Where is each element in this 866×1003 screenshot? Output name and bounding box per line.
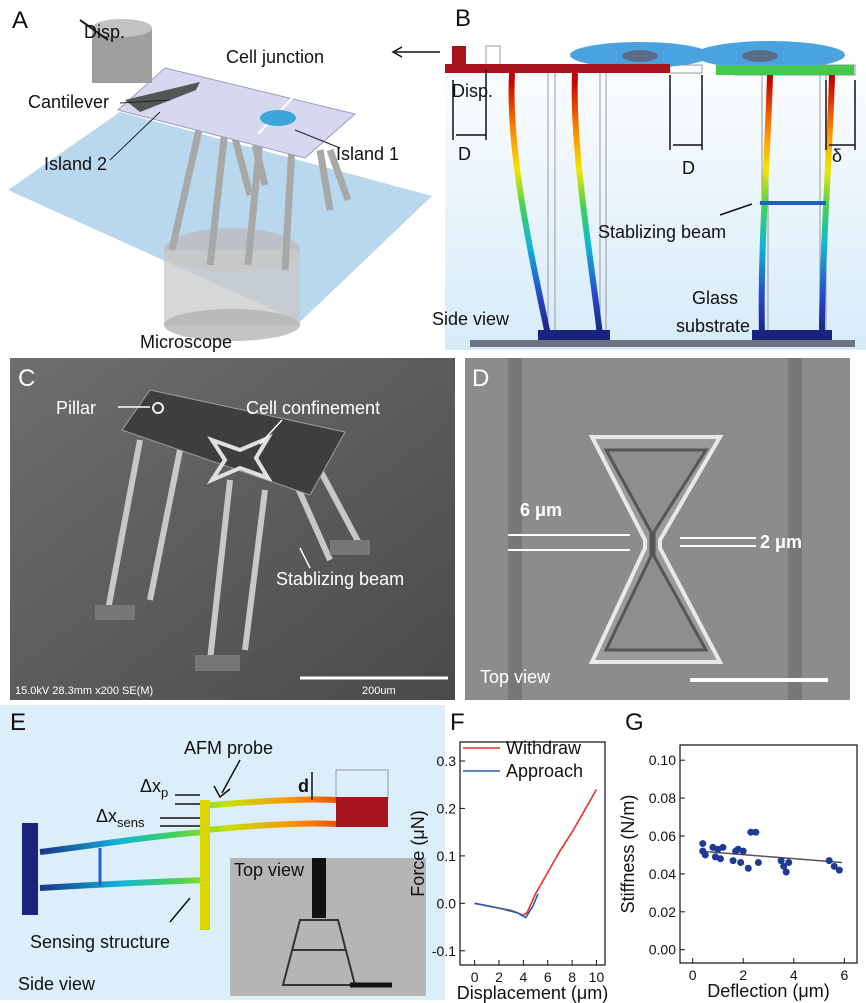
island-1-bar: [716, 65, 854, 75]
nucleus: [622, 50, 658, 62]
x-axis-label: Deflection (μm): [707, 981, 829, 1001]
x-tick-label: 0: [689, 967, 697, 983]
label: Cantilever: [28, 92, 109, 112]
foot: [752, 330, 832, 340]
y-axis-label: Stiffness (N/m): [618, 795, 638, 914]
label: substrate: [676, 316, 750, 336]
point: [740, 848, 747, 855]
label: Top view: [234, 860, 305, 880]
point: [836, 867, 843, 874]
label: D: [458, 144, 471, 164]
sensing-structure: [200, 800, 210, 930]
label-base: Δx: [140, 776, 161, 796]
label: Island 2: [44, 154, 107, 174]
panel-b: B Disp. D D δ Stablizing beam Side view …: [393, 5, 866, 350]
page: A Disp. Cell junction Cantilever Island …: [0, 0, 866, 1003]
y-tick-label: 0.00: [649, 942, 676, 958]
label: Glass: [692, 288, 738, 308]
y-tick-label: 0.10: [649, 752, 676, 768]
panel-label: C: [18, 365, 35, 392]
scale-label: 200um: [362, 685, 396, 697]
sem-info: 15.0kV 28.3mm x200 SE(M): [15, 685, 153, 697]
anchor: [22, 823, 38, 915]
label: Disp.: [452, 81, 493, 101]
figure: A Disp. Cell junction Cantilever Island …: [0, 0, 866, 1003]
foot: [95, 605, 135, 620]
background: [445, 40, 866, 350]
label: δ: [832, 146, 842, 166]
label: AFM probe: [184, 738, 273, 758]
point: [745, 865, 752, 872]
legend-label: Approach: [506, 761, 583, 781]
series-line: [475, 894, 538, 918]
island-2-bar: [445, 64, 670, 73]
panel-label: F: [450, 709, 465, 736]
label-sub: p: [161, 785, 168, 800]
panel-label: G: [625, 709, 644, 736]
panel-label: E: [10, 709, 26, 736]
point: [785, 859, 792, 866]
label: Cell confinement: [246, 398, 380, 418]
point: [752, 829, 759, 836]
point: [755, 859, 762, 866]
point: [730, 857, 737, 864]
point: [699, 840, 706, 847]
legend-label: Withdraw: [506, 738, 582, 758]
y-tick-label: 0.1: [437, 848, 457, 864]
label-sub: sens: [117, 815, 145, 830]
series-line: [475, 789, 597, 915]
y-tick-label: 0.3: [437, 753, 457, 769]
label: Disp.: [84, 22, 125, 42]
point: [826, 857, 833, 864]
foot: [195, 655, 240, 671]
foot: [538, 330, 610, 340]
panel-label: B: [455, 5, 471, 32]
y-tick-label: -0.1: [432, 943, 456, 959]
label: Cell junction: [226, 47, 324, 67]
point: [719, 844, 726, 851]
glass-substrate: [470, 340, 855, 347]
label: Top view: [480, 667, 551, 687]
label-base: Δx: [96, 806, 117, 826]
label: Microscope: [140, 332, 232, 352]
x-tick-label: 6: [840, 967, 848, 983]
point: [737, 859, 744, 866]
panel-c: C Pillar Cell confinement Stablizing bea…: [10, 358, 455, 700]
label: Sensing structure: [30, 932, 170, 952]
label: Stablizing beam: [276, 569, 404, 589]
label: Island 1: [336, 144, 399, 164]
label: 6 μm: [520, 500, 562, 520]
panel-a: A Disp. Cell junction Cantilever Island …: [8, 7, 432, 352]
point: [702, 851, 709, 858]
panel-d: D 6 μm 2 μm Top view: [465, 358, 850, 700]
point: [717, 855, 724, 862]
label: Stablizing beam: [598, 222, 726, 242]
panel-label: D: [472, 365, 489, 392]
probe-base: [336, 797, 388, 827]
inset-probe: [312, 858, 326, 918]
y-tick-label: 0.04: [649, 866, 676, 882]
label: Side view: [432, 309, 510, 329]
y-tick-label: 0.08: [649, 790, 676, 806]
label: Side view: [18, 974, 96, 994]
foot: [330, 540, 370, 555]
y-tick-label: 0.2: [437, 800, 457, 816]
y-tick-label: 0.06: [649, 828, 676, 844]
y-tick-label: 0.0: [437, 895, 457, 911]
label: Pillar: [56, 398, 96, 418]
label: 2 μm: [760, 532, 802, 552]
y-axis-label: Force (μN): [408, 810, 428, 896]
panel-e: E AFM probe Δxp Δxsens d Top view Sensin…: [0, 705, 445, 1000]
cell-junction-mark: [260, 110, 296, 126]
disp-pillar: [452, 46, 466, 66]
panel-label: A: [12, 7, 28, 34]
y-tick-label: 0.02: [649, 904, 676, 920]
label: D: [682, 158, 695, 178]
x-axis-label: Displacement (μm): [457, 983, 608, 1003]
nucleus: [742, 50, 778, 62]
point: [783, 869, 790, 876]
label: d: [298, 776, 309, 796]
